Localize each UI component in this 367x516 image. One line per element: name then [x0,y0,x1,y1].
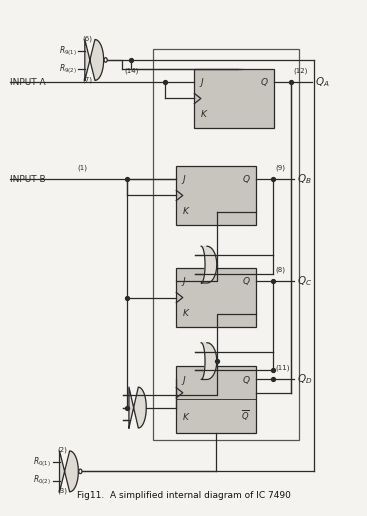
Text: K: K [183,413,189,423]
Text: (1): (1) [77,165,87,171]
Polygon shape [201,246,217,283]
Text: INPUT A: INPUT A [10,77,46,87]
Text: $Q_B$: $Q_B$ [297,172,312,186]
Text: (6): (6) [82,35,92,42]
Text: Q: Q [261,77,268,87]
Polygon shape [129,387,146,428]
Text: K: K [183,310,189,318]
Text: (14): (14) [124,68,138,74]
Text: Fig11.  A simplified internal diagram of IC 7490: Fig11. A simplified internal diagram of … [77,491,290,501]
Text: J: J [183,376,185,385]
Text: (2): (2) [57,446,67,453]
Bar [176,166,256,225]
Text: (12): (12) [293,68,308,74]
Text: K: K [201,110,207,119]
Text: Q: Q [243,376,250,385]
Bar [176,366,256,432]
Text: Q: Q [243,277,250,286]
Text: $R_{9(2)}$: $R_{9(2)}$ [59,62,76,76]
Polygon shape [85,40,103,80]
Text: K: K [183,207,189,216]
Bar [176,268,256,327]
Text: $R_{0(1)}$: $R_{0(1)}$ [33,455,51,469]
Text: (8): (8) [275,266,285,273]
Bar [153,49,299,440]
Polygon shape [59,451,78,492]
Text: (9): (9) [275,165,285,171]
Text: J: J [201,77,203,87]
Text: $Q_A$: $Q_A$ [315,75,330,89]
Text: (3): (3) [57,488,67,494]
Text: $Q_D$: $Q_D$ [297,373,313,386]
Text: J: J [183,277,185,286]
Text: $R_{9(1)}$: $R_{9(1)}$ [59,44,76,58]
Bar [195,69,274,128]
Text: $\overline{Q}$: $\overline{Q}$ [241,409,250,424]
Text: $Q_C$: $Q_C$ [297,274,313,288]
Circle shape [79,469,82,474]
Text: (7): (7) [82,76,92,83]
Text: INPUT B: INPUT B [10,174,46,184]
Text: (11): (11) [275,365,290,372]
Text: Q: Q [243,174,250,184]
Text: J: J [183,174,185,184]
Circle shape [104,58,107,62]
Polygon shape [201,343,217,379]
Text: $R_{0(2)}$: $R_{0(2)}$ [33,474,51,488]
